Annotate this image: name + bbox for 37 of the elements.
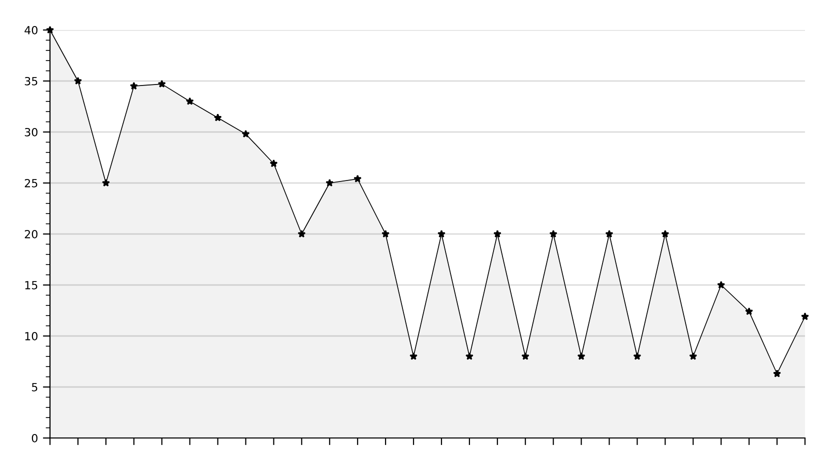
point — [465, 352, 474, 360]
point — [242, 130, 250, 138]
point — [102, 178, 110, 187]
point — [801, 312, 809, 320]
y-tick-label: 5 — [32, 383, 38, 392]
point — [745, 307, 754, 316]
point — [410, 352, 418, 360]
y-tick-label: 35 — [24, 76, 38, 86]
point — [689, 352, 698, 360]
y-tick-label: 30 — [24, 128, 38, 136]
point — [158, 80, 166, 88]
point — [773, 370, 782, 378]
point — [717, 280, 726, 289]
point — [437, 230, 446, 238]
point — [270, 159, 278, 168]
point — [214, 114, 222, 122]
point — [298, 230, 306, 238]
point — [661, 230, 670, 238]
point — [354, 174, 362, 182]
y-tick-label: 10 — [25, 332, 38, 340]
point — [605, 230, 614, 238]
point — [382, 230, 390, 238]
y-tick-label: 15 — [25, 281, 38, 290]
y-tick-label: 25 — [24, 178, 38, 188]
point — [577, 352, 586, 360]
y-tick-label: 0 — [32, 434, 38, 442]
point — [186, 97, 194, 105]
point — [521, 352, 530, 360]
point — [326, 178, 334, 187]
point — [74, 76, 82, 85]
y-tick-label: 40 — [24, 26, 38, 34]
point — [493, 230, 502, 238]
point — [46, 26, 54, 34]
y-tick-label: 20 — [24, 230, 38, 238]
point — [633, 352, 642, 360]
point — [549, 230, 558, 238]
point — [130, 82, 138, 90]
